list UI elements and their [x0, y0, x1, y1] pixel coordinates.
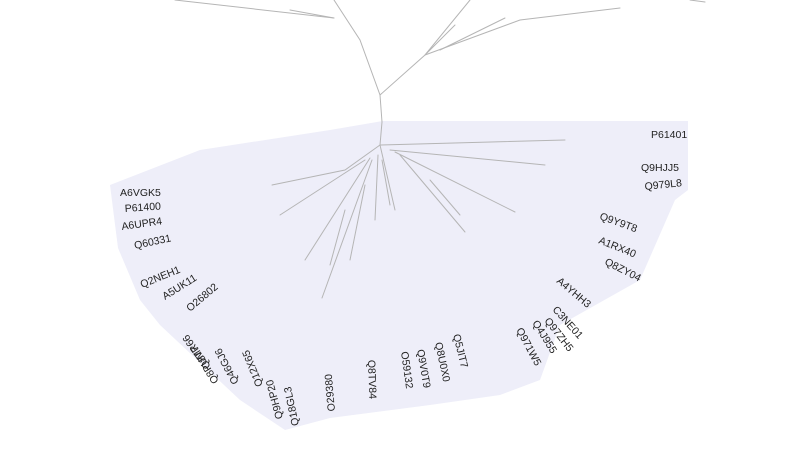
leaf-label: A6VGK5: [120, 187, 161, 199]
leaf-label: A6UPR4: [121, 215, 163, 233]
leaf-label: P61400: [124, 200, 161, 215]
branch-upper-right-4: [424, 24, 456, 56]
branch-upper-right-2: [424, 7, 621, 56]
branch-left-4: [321, 159, 373, 299]
leaf-label: Q9HJJ5: [641, 162, 679, 174]
branch-upper-right: [379, 0, 471, 96]
leaf-label: Q8TV84: [365, 360, 378, 400]
branch-right-2: [389, 149, 546, 166]
branch-left-2: [279, 159, 366, 216]
branch-mid-3: [374, 154, 379, 221]
branch-left-1: [271, 144, 381, 186]
branch-clade-stem: [379, 121, 383, 146]
branch-left-6: [329, 209, 346, 266]
branch-trunk: [333, 0, 383, 123]
tree-branches: [174, 0, 706, 299]
leaf-label: P61401: [651, 129, 687, 141]
branch-upper-right-3: [439, 17, 506, 51]
leaf-label: O59132: [398, 351, 415, 390]
branch-left-5: [349, 184, 366, 261]
clade-highlight: [110, 121, 688, 430]
branch-right-1: [379, 139, 566, 146]
leaf-label: O29380: [323, 373, 338, 411]
branch-left-3: [304, 157, 371, 261]
branch-right-3: [394, 151, 516, 213]
branch-mid-1: [379, 144, 396, 211]
branch-upper-left: [174, 0, 335, 19]
branch-mid-2: [381, 159, 391, 206]
branch-right-4: [399, 154, 466, 233]
leaf-label: Q979L8: [644, 177, 683, 193]
branch-upper-left-2: [289, 9, 335, 19]
branch-upper-far: [689, 0, 706, 3]
branch-right-4b: [429, 179, 461, 216]
